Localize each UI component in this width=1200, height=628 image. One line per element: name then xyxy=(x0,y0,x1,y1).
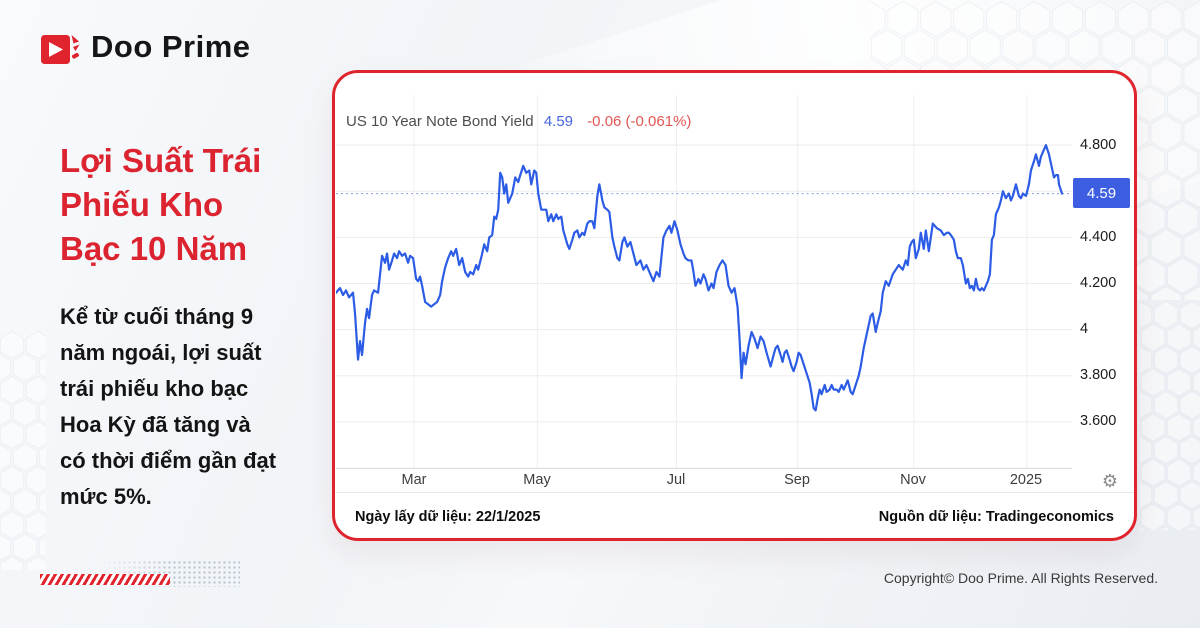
y-tick-label: 3.800 xyxy=(1080,367,1117,383)
hex-pattern-bottom-right xyxy=(1140,300,1200,530)
description-line: có thời điểm gần đạt xyxy=(60,448,277,473)
x-tick-label: Sep xyxy=(784,472,810,488)
description-line: trái phiếu kho bạc xyxy=(60,376,249,401)
x-axis-labels: Mar May Jul Sep Nov 2025 xyxy=(336,472,1072,490)
x-tick-label: Jul xyxy=(666,472,686,488)
y-tick-label: 4.200 xyxy=(1080,275,1117,291)
y-tick-label: 4.800 xyxy=(1080,137,1117,153)
chart-title-row: US 10 Year Note Bond Yield 4.59 -0.06 (-… xyxy=(346,113,691,130)
chart-title: US 10 Year Note Bond Yield xyxy=(346,113,534,130)
card-divider xyxy=(335,492,1134,493)
hex-pattern-left xyxy=(0,330,46,570)
page-title: Lợi Suất Trái Phiếu Kho Bạc 10 Năm xyxy=(60,139,350,271)
x-tick-label: 2025 xyxy=(1009,472,1043,488)
striped-bar-decoration xyxy=(40,574,170,585)
description-line: mức 5%. xyxy=(60,484,152,509)
x-tick-label: Nov xyxy=(900,472,926,488)
chart-current-value: 4.59 xyxy=(543,113,574,130)
description-text: Kể từ cuối tháng 9 năm ngoái, lợi suất trá… xyxy=(60,299,340,515)
doo-prime-logo: Doo Prime xyxy=(40,26,251,68)
chart-change-value: -0.06 (-0.061%) xyxy=(587,113,692,130)
copyright-text: Copyright© Doo Prime. All Rights Reserve… xyxy=(883,570,1158,586)
y-tick-label: 4 xyxy=(1080,321,1089,337)
description-line: Kể từ cuối tháng 9 xyxy=(60,304,254,329)
chart-card-inner: US 10 Year Note Bond Yield 4.59 -0.06 (-… xyxy=(335,73,1134,538)
current-value-badge: 4.59 xyxy=(1073,178,1130,209)
page-title-line: Phiếu Kho xyxy=(60,186,224,223)
page-title-line: Bạc 10 Năm xyxy=(60,230,248,267)
data-date-label: Ngày lấy dữ liệu: 22/1/2025 xyxy=(355,509,541,525)
y-axis-labels: 4.800 4.400 4.200 4 3.800 3.600 xyxy=(1072,95,1134,469)
doo-prime-logo-icon xyxy=(41,35,80,64)
logo-wordmark: Doo Prime xyxy=(91,29,251,64)
y-tick-label: 3.600 xyxy=(1080,413,1117,429)
yield-series-line xyxy=(336,144,1064,412)
description-line: Hoa Kỳ đã tăng và xyxy=(60,412,251,437)
description-line: năm ngoái, lợi suất xyxy=(60,340,262,365)
page-title-line: Lợi Suất Trái xyxy=(60,142,262,179)
chart-card: US 10 Year Note Bond Yield 4.59 -0.06 (-… xyxy=(332,70,1137,541)
x-tick-label: May xyxy=(523,472,551,488)
data-source-label: Nguồn dữ liệu: Tradingeconomics xyxy=(878,509,1114,525)
x-tick-label: Mar xyxy=(401,472,427,488)
gear-icon[interactable]: ⚙ xyxy=(1101,471,1119,491)
y-tick-label: 4.400 xyxy=(1080,229,1117,245)
chart-card-footer: Ngày lấy dữ liệu: 22/1/2025 Nguồn dữ liệ… xyxy=(335,497,1134,537)
yield-line-chart xyxy=(336,95,1072,469)
